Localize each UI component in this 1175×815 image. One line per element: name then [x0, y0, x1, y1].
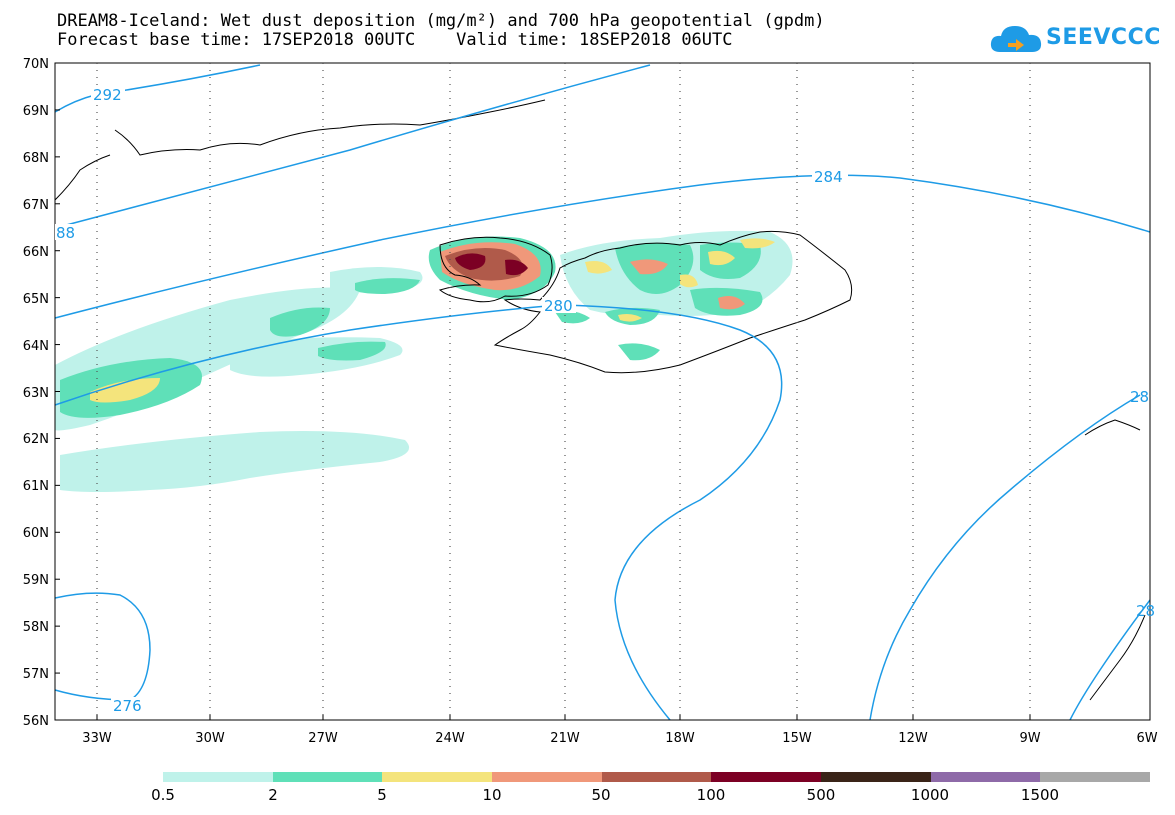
longitude-labels: 33W 30W 27W 24W 21W 18W 15W 12W 9W 6W [82, 731, 1157, 746]
contour-label: 28 [1130, 388, 1149, 406]
lat-label: 65N [23, 292, 49, 307]
lon-label: 6W [1136, 731, 1157, 746]
scotland-coast [1089, 614, 1146, 701]
lat-label: 60N [23, 526, 49, 541]
lon-label: 9W [1019, 731, 1040, 746]
map-title-line1: DREAM8-Iceland: Wet dust deposition (mg/… [57, 11, 825, 31]
lat-label: 56N [23, 714, 49, 729]
lon-label: 30W [195, 731, 225, 746]
legend-label: 0.5 [151, 786, 175, 804]
contour-label: 88 [56, 224, 75, 242]
lat-label: 69N [23, 104, 49, 119]
legend-label: 100 [696, 786, 726, 804]
contour-label: 280 [544, 297, 573, 315]
contour-28b [1069, 599, 1151, 721]
lat-label: 57N [23, 667, 49, 682]
lat-label: 64N [23, 339, 49, 354]
map-title-line2: Forecast base time: 17SEP2018 00UTC Vali… [57, 30, 733, 50]
contour-288 [54, 64, 651, 229]
lon-label: 15W [782, 731, 812, 746]
legend-swatch [711, 772, 822, 782]
legend-swatch [382, 772, 493, 782]
lon-label: 21W [550, 731, 580, 746]
lon-label: 27W [308, 731, 338, 746]
lat-label: 63N [23, 386, 49, 401]
legend-swatch [930, 772, 1041, 782]
lat-label: 66N [23, 245, 49, 260]
lon-label: 33W [82, 731, 112, 746]
lat-label: 67N [23, 198, 49, 213]
legend-swatch [1040, 772, 1151, 782]
legend-label: 50 [591, 786, 611, 804]
contour-28a [869, 394, 1141, 721]
axis-ticks [55, 62, 1151, 721]
contour-label: 284 [814, 168, 843, 186]
legend-swatch [821, 772, 931, 782]
latitude-labels: 70N 69N 68N 67N 66N 65N 64N 63N 62N 61N … [23, 57, 49, 729]
logo-text: SEEVCCC [1046, 25, 1161, 50]
map-frame [54, 62, 1151, 721]
contour-292 [54, 64, 261, 113]
iceland-westfjords [438, 236, 553, 303]
contour-280 [54, 304, 783, 721]
geopotential-contours [54, 64, 1151, 721]
contour-labels: 292 88 284 280 276 28 28 [55, 86, 1155, 715]
lon-label: 12W [898, 731, 928, 746]
lat-label: 58N [23, 620, 49, 635]
coastline [54, 99, 1146, 701]
iceland-coast [493, 230, 853, 374]
legend-label: 500 [806, 786, 836, 804]
contour-284 [54, 174, 1151, 319]
legend-swatch [163, 772, 273, 782]
gridlines [96, 63, 1031, 720]
greenland-coast [114, 99, 546, 156]
lat-label: 62N [23, 432, 49, 447]
contour-label: 276 [113, 697, 142, 715]
contour-276 [54, 592, 151, 701]
legend-label: 1000 [910, 786, 950, 804]
legend-swatch [272, 772, 383, 782]
lat-label: 59N [23, 573, 49, 588]
lat-label: 68N [23, 151, 49, 166]
legend-label: 1500 [1020, 786, 1060, 804]
lon-label: 24W [435, 731, 465, 746]
lat-label: 70N [23, 57, 49, 72]
seevccc-logo: SEEVCCC [990, 22, 1160, 56]
contour-label: 28 [1136, 602, 1155, 620]
legend-label: 2 [268, 786, 278, 804]
cloud-icon [990, 26, 1042, 52]
contour-label: 292 [93, 86, 122, 104]
lon-label: 18W [665, 731, 695, 746]
legend-label: 5 [377, 786, 387, 804]
legend-swatch [492, 772, 602, 782]
greenland-coast-west [54, 154, 111, 201]
legend-swatch [601, 772, 712, 782]
lat-label: 61N [23, 479, 49, 494]
color-legend [163, 772, 1151, 782]
faroe-coast [1084, 419, 1141, 436]
legend-label: 10 [482, 786, 502, 804]
dust-deposition-field [55, 230, 793, 492]
